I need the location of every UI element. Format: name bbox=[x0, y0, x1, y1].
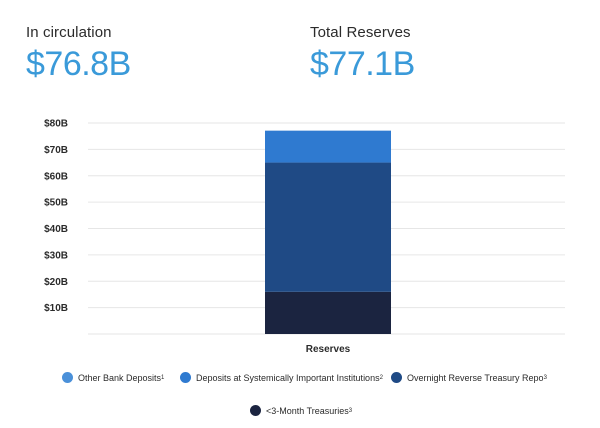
y-tick-label: $40B bbox=[44, 224, 68, 235]
legend-item-treasuries: <3-Month Treasuries 3 bbox=[250, 405, 352, 416]
legend-dot-icon bbox=[180, 372, 191, 383]
legend-dot-icon bbox=[62, 372, 73, 383]
legend-label: Other Bank Deposits bbox=[78, 372, 162, 383]
x-category-label: Reserves bbox=[306, 344, 351, 355]
stat-total-reserves: Total Reserves $77.1B bbox=[310, 24, 415, 84]
stat-value: $76.8B bbox=[26, 45, 131, 83]
y-tick-label: $50B bbox=[44, 198, 68, 209]
bar-segment bbox=[265, 162, 391, 292]
y-tick-label: $60B bbox=[44, 171, 68, 182]
stat-label: Total Reserves bbox=[310, 24, 411, 41]
bar-segment bbox=[265, 291, 391, 334]
reserves-chart: $10B $20B $30B $40B $50B $60B $70B $80B Reserves bbox=[44, 119, 565, 355]
y-tick-label: $70B bbox=[44, 145, 68, 156]
y-tick-label: $20B bbox=[44, 277, 68, 288]
legend-item-overnight-repo: Overnight Reverse Treasury Repo 3 bbox=[391, 372, 547, 383]
legend-dot-icon bbox=[391, 372, 402, 383]
legend-item-other-bank-deposits: Other Bank Deposits 1 bbox=[62, 372, 164, 383]
y-tick-label: $30B bbox=[44, 250, 68, 261]
legend-dot-icon bbox=[250, 405, 261, 416]
stat-in-circulation: In circulation $76.8B bbox=[26, 24, 131, 84]
legend-label: Deposits at Systemically Important Insti… bbox=[196, 372, 380, 383]
legend-label: Overnight Reverse Treasury Repo bbox=[407, 372, 544, 383]
bar-segment bbox=[265, 130, 391, 163]
y-tick-label: $80B bbox=[44, 119, 68, 130]
stat-value: $77.1B bbox=[310, 45, 415, 83]
legend-label: <3-Month Treasuries bbox=[266, 405, 349, 416]
y-tick-label: $10B bbox=[44, 303, 68, 314]
legend-item-gsib-deposits: Deposits at Systemically Important Insti… bbox=[180, 372, 383, 383]
stat-label: In circulation bbox=[26, 24, 112, 41]
